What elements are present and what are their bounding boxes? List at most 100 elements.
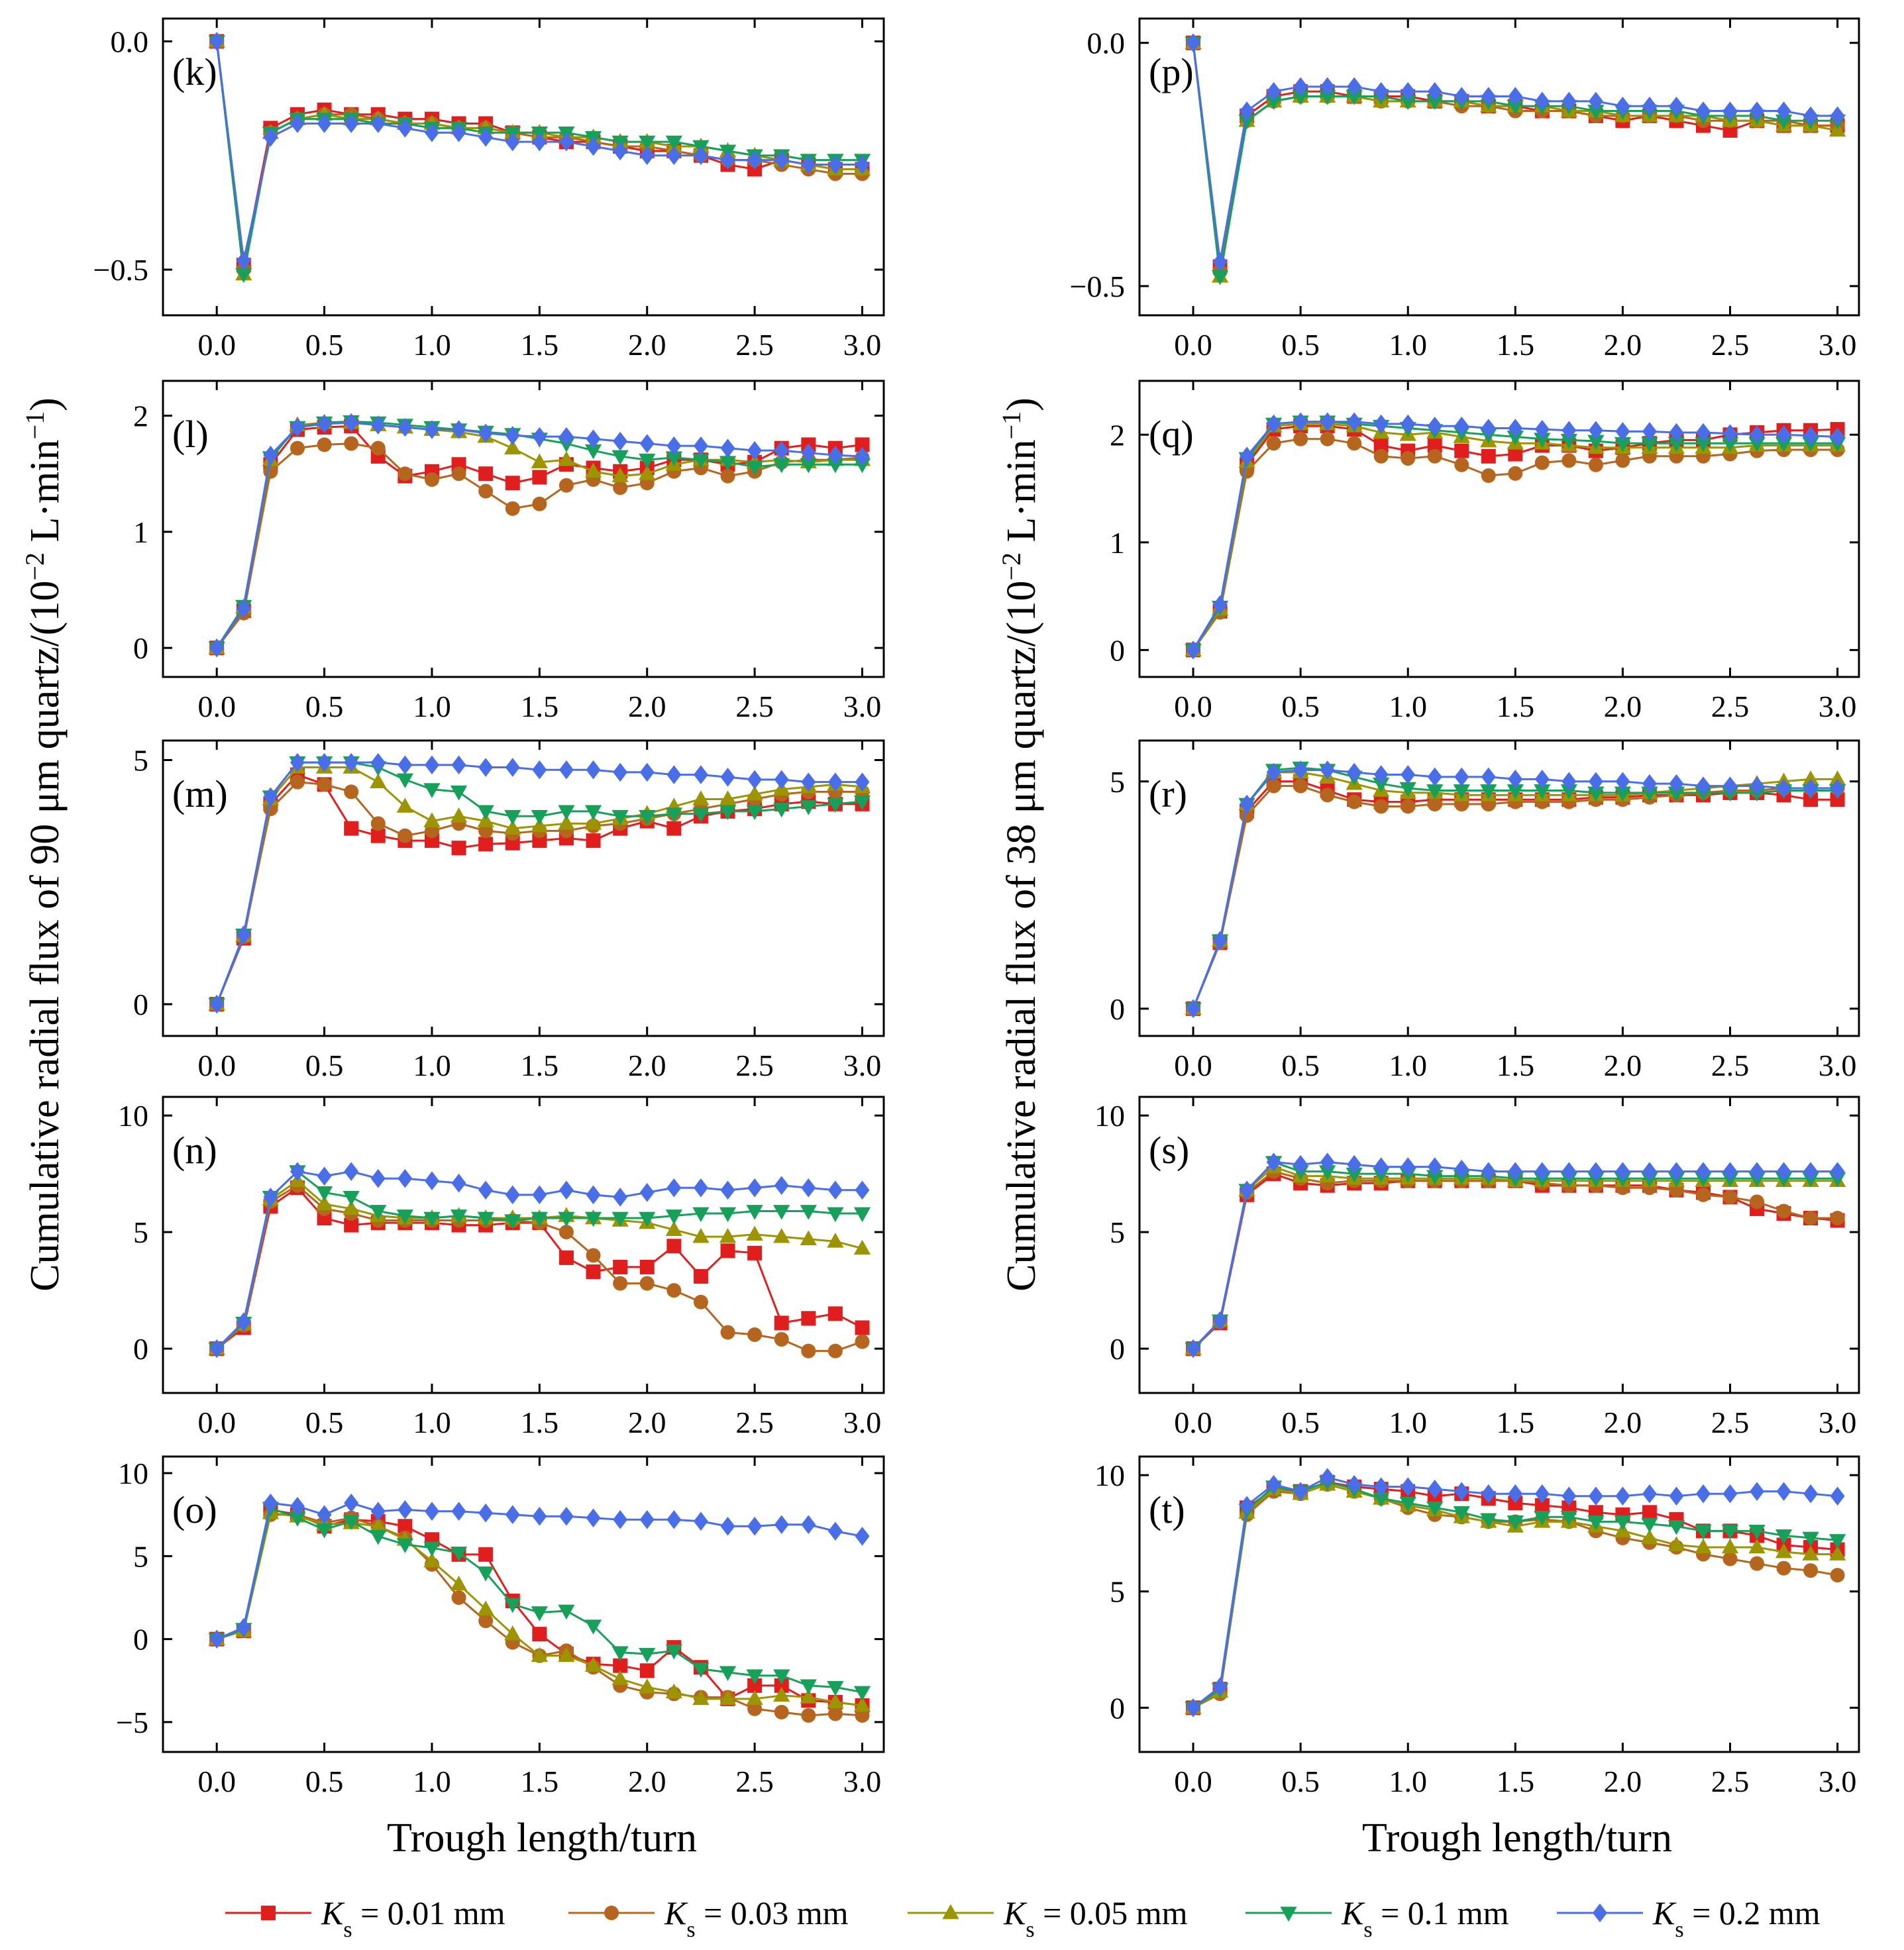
data-point	[665, 1221, 682, 1236]
data-point	[801, 155, 816, 174]
data-point	[827, 1693, 844, 1709]
series-line	[215, 766, 863, 1005]
data-point	[424, 1171, 439, 1191]
data-point	[1293, 1155, 1308, 1174]
x-tick-label: 1.5	[1497, 1765, 1535, 1798]
data-point	[263, 787, 278, 807]
data-point	[1776, 1561, 1791, 1576]
data-point	[1641, 1529, 1658, 1545]
data-point	[1266, 414, 1281, 434]
data-point	[693, 1294, 708, 1309]
x-tick-label: 0.0	[197, 328, 236, 362]
legend-item-1: Ks = 0.03 mm	[568, 1894, 849, 1942]
y-tick-label: 0.0	[111, 25, 149, 58]
y-tick-label: 5	[133, 1539, 148, 1573]
data-point	[719, 456, 737, 471]
data-point	[801, 772, 816, 792]
series-line	[1192, 1166, 1838, 1350]
data-point	[801, 1178, 816, 1198]
data-point	[639, 1510, 655, 1529]
data-point	[1508, 446, 1523, 462]
data-point	[1695, 423, 1711, 442]
data-point	[424, 123, 439, 142]
data-point	[478, 466, 494, 482]
data-point	[773, 458, 790, 474]
data-point	[773, 1669, 790, 1684]
data-point	[1508, 87, 1523, 106]
data-point	[746, 785, 763, 801]
data-point	[855, 446, 870, 466]
data-point	[613, 480, 628, 495]
data-point	[1508, 770, 1523, 789]
data-point	[1722, 424, 1738, 443]
data-point	[639, 1663, 655, 1678]
series-0	[209, 767, 870, 1012]
x-tick-label: 0.0	[197, 1406, 236, 1439]
y-tick-label: 10	[1094, 1459, 1125, 1492]
data-point	[396, 1538, 414, 1553]
x-tick-label: 0.0	[197, 1049, 236, 1082]
data-point	[1240, 446, 1255, 466]
data-point	[1534, 784, 1551, 799]
data-point	[558, 1225, 574, 1240]
data-point	[1507, 99, 1524, 115]
data-point	[397, 755, 413, 775]
data-point	[827, 1306, 843, 1321]
data-point	[1561, 421, 1577, 440]
plot-frame	[162, 1096, 885, 1394]
y-tick-label: 0	[1110, 633, 1125, 667]
data-point	[451, 1173, 466, 1193]
data-point	[532, 496, 547, 511]
data-point	[1803, 106, 1819, 126]
data-point	[1266, 81, 1281, 101]
data-point	[209, 994, 225, 1014]
data-point	[558, 805, 575, 821]
data-point	[611, 809, 629, 825]
data-point	[666, 765, 682, 784]
data-point	[1803, 1211, 1819, 1226]
data-point	[1802, 1545, 1819, 1561]
data-point	[478, 1547, 494, 1562]
data-point	[451, 1590, 466, 1605]
data-point	[1614, 1515, 1632, 1531]
x-tick-label: 1.0	[413, 328, 451, 362]
data-point	[397, 1500, 413, 1519]
series-0	[209, 1180, 870, 1357]
data-point	[720, 438, 735, 458]
data-point	[1534, 455, 1550, 470]
data-point	[1453, 784, 1470, 799]
panel-m: 0.0 0.5 1.0 1.5 2.0 2.5 3.0 0 5 (m)	[133, 739, 885, 1082]
data-point	[1641, 436, 1658, 452]
x-tick-label: 0.5	[305, 690, 344, 723]
data-point	[720, 1180, 735, 1200]
x-tick-label: 2.0	[628, 690, 666, 723]
data-point	[504, 439, 521, 455]
data-point	[1373, 448, 1389, 464]
data-point	[1642, 1484, 1657, 1504]
data-point	[505, 426, 520, 445]
data-point	[665, 1209, 682, 1225]
data-point	[477, 1600, 494, 1616]
data-point	[370, 828, 386, 843]
data-point	[1803, 1563, 1819, 1578]
data-point	[1828, 1545, 1846, 1561]
x-tick-label: 1.0	[1389, 690, 1427, 723]
series-3	[1185, 1476, 1846, 1717]
series-3	[208, 756, 871, 1013]
data-point	[315, 1195, 333, 1211]
data-point	[1347, 77, 1362, 97]
data-point	[692, 453, 710, 469]
data-point	[1615, 772, 1630, 792]
data-point	[1615, 453, 1630, 468]
data-point	[1775, 436, 1793, 452]
data-point	[1240, 1496, 1255, 1515]
series-line	[1192, 785, 1838, 1009]
data-point	[1453, 1506, 1470, 1521]
data-point	[1212, 595, 1228, 615]
panel-label: (r)	[1149, 772, 1187, 815]
data-point	[611, 450, 629, 466]
series-line	[215, 761, 863, 1005]
data-point	[586, 1248, 601, 1263]
data-point	[558, 760, 574, 780]
x-tick-label: 1.5	[521, 1049, 559, 1082]
